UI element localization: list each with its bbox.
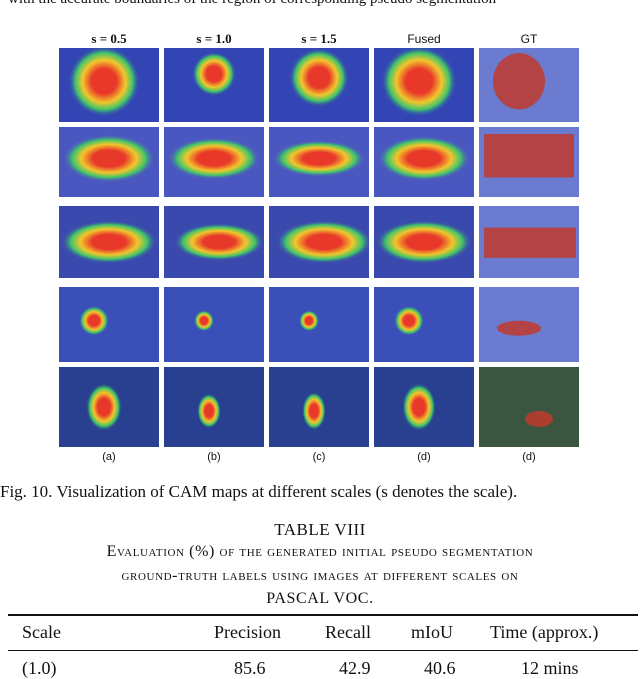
cam-thumbnail-tv-monitor-3: [269, 127, 369, 197]
table-subtitle-line2: ground-truth labels using images at diff…: [121, 567, 519, 584]
table-cell-scale: (1.0): [22, 658, 57, 678]
cam-thumbnail-train-1: [59, 206, 159, 278]
cam-thumbnail-train-3: [269, 206, 369, 278]
table-cell-miou: 40.6: [424, 658, 456, 678]
column-header-gt: GT: [520, 32, 538, 46]
table-title: TABLE VIII: [274, 520, 366, 539]
cam-thumbnail-boat-2: [164, 287, 264, 362]
table-subtitle-line3: PASCAL VOC.: [266, 590, 374, 607]
figure-caption: Fig. 10. Visualization of CAM maps at di…: [0, 482, 518, 501]
column-header-s10: s = 1.0: [196, 31, 232, 46]
cam-thumbnail-tv-monitor-4: [374, 127, 474, 197]
cam-thumbnail-train-4: [374, 206, 474, 278]
cam-thumbnail-boat-1: [59, 287, 159, 362]
sublabel-c: (c): [312, 451, 326, 463]
cam-thumbnail-train-5: [479, 206, 579, 278]
table-header-miou: mIoU: [411, 622, 453, 642]
cam-thumbnail-person-1: [59, 48, 159, 122]
preceding-text: with the accurate boundaries of the regi…: [0, 0, 640, 9]
table-cell-precision: 85.6: [234, 658, 266, 678]
cam-thumbnail-person-3: [269, 48, 369, 122]
column-header-s05: s = 0.5: [91, 31, 127, 46]
table-header-time: Time (approx.): [490, 622, 599, 642]
cam-thumbnail-tv-monitor-1: [59, 127, 159, 197]
table-top-rule: [8, 614, 638, 616]
cam-thumbnail-tv-monitor-5: [479, 127, 579, 197]
cam-thumbnail-tv-monitor-2: [164, 127, 264, 197]
cam-thumbnail-boat-4: [374, 287, 474, 362]
sublabel-a: (a): [102, 451, 116, 463]
cam-thumbnail-bird-2: [164, 367, 264, 447]
table-header-precision: Precision: [214, 622, 281, 642]
column-header-fused: Fused: [407, 32, 441, 46]
table-mid-rule: [8, 650, 638, 651]
cam-thumbnail-person-2: [164, 48, 264, 122]
cam-thumbnail-person-5: [479, 48, 579, 122]
column-header-s15: s = 1.5: [301, 31, 337, 46]
table-cell-time: 12 mins: [521, 658, 579, 678]
cam-thumbnail-train-2: [164, 206, 264, 278]
table-subtitle-line1: Evaluation (%) of the generated initial …: [106, 543, 534, 560]
sublabel-d-gt: (d): [522, 451, 536, 463]
sublabel-b: (b): [207, 451, 221, 463]
cam-thumbnail-bird-3: [269, 367, 369, 447]
sublabel-d: (d): [417, 451, 431, 463]
cam-thumbnail-boat-5: [479, 287, 579, 362]
cam-thumbnail-boat-3: [269, 287, 369, 362]
cam-thumbnail-bird-4: [374, 367, 474, 447]
table-header-scale: Scale: [22, 622, 61, 642]
cam-thumbnail-bird-5: [479, 367, 579, 447]
cam-thumbnail-bird-1: [59, 367, 159, 447]
preceding-text-line: with the accurate boundaries of the regi…: [8, 0, 496, 8]
cam-thumbnail-person-4: [374, 48, 474, 122]
table-cell-recall: 42.9: [339, 658, 371, 678]
table-header-recall: Recall: [325, 622, 371, 642]
